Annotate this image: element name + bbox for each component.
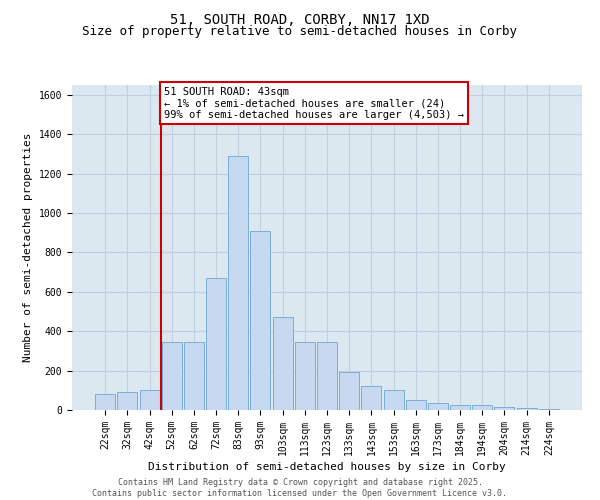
Bar xyxy=(383,390,404,410)
Bar xyxy=(450,405,470,410)
Text: 51 SOUTH ROAD: 43sqm
← 1% of semi-detached houses are smaller (24)
99% of semi-d: 51 SOUTH ROAD: 43sqm ← 1% of semi-detach… xyxy=(164,86,464,120)
Bar xyxy=(428,403,448,410)
Bar xyxy=(339,372,359,410)
Bar xyxy=(361,386,382,410)
Bar xyxy=(317,342,337,410)
Bar xyxy=(140,390,160,410)
Y-axis label: Number of semi-detached properties: Number of semi-detached properties xyxy=(23,132,33,362)
Bar xyxy=(228,156,248,410)
Bar xyxy=(95,394,115,410)
Bar xyxy=(118,392,137,410)
Bar xyxy=(272,318,293,410)
Bar xyxy=(494,407,514,410)
Bar xyxy=(206,278,226,410)
X-axis label: Distribution of semi-detached houses by size in Corby: Distribution of semi-detached houses by … xyxy=(148,462,506,472)
Text: Size of property relative to semi-detached houses in Corby: Size of property relative to semi-detach… xyxy=(83,25,517,38)
Bar xyxy=(162,342,182,410)
Text: Contains HM Land Registry data © Crown copyright and database right 2025.
Contai: Contains HM Land Registry data © Crown c… xyxy=(92,478,508,498)
Bar xyxy=(472,405,492,410)
Bar xyxy=(517,408,536,410)
Bar xyxy=(295,342,315,410)
Text: 51, SOUTH ROAD, CORBY, NN17 1XD: 51, SOUTH ROAD, CORBY, NN17 1XD xyxy=(170,12,430,26)
Bar xyxy=(406,400,426,410)
Bar xyxy=(539,409,559,410)
Bar xyxy=(184,342,204,410)
Bar xyxy=(250,231,271,410)
